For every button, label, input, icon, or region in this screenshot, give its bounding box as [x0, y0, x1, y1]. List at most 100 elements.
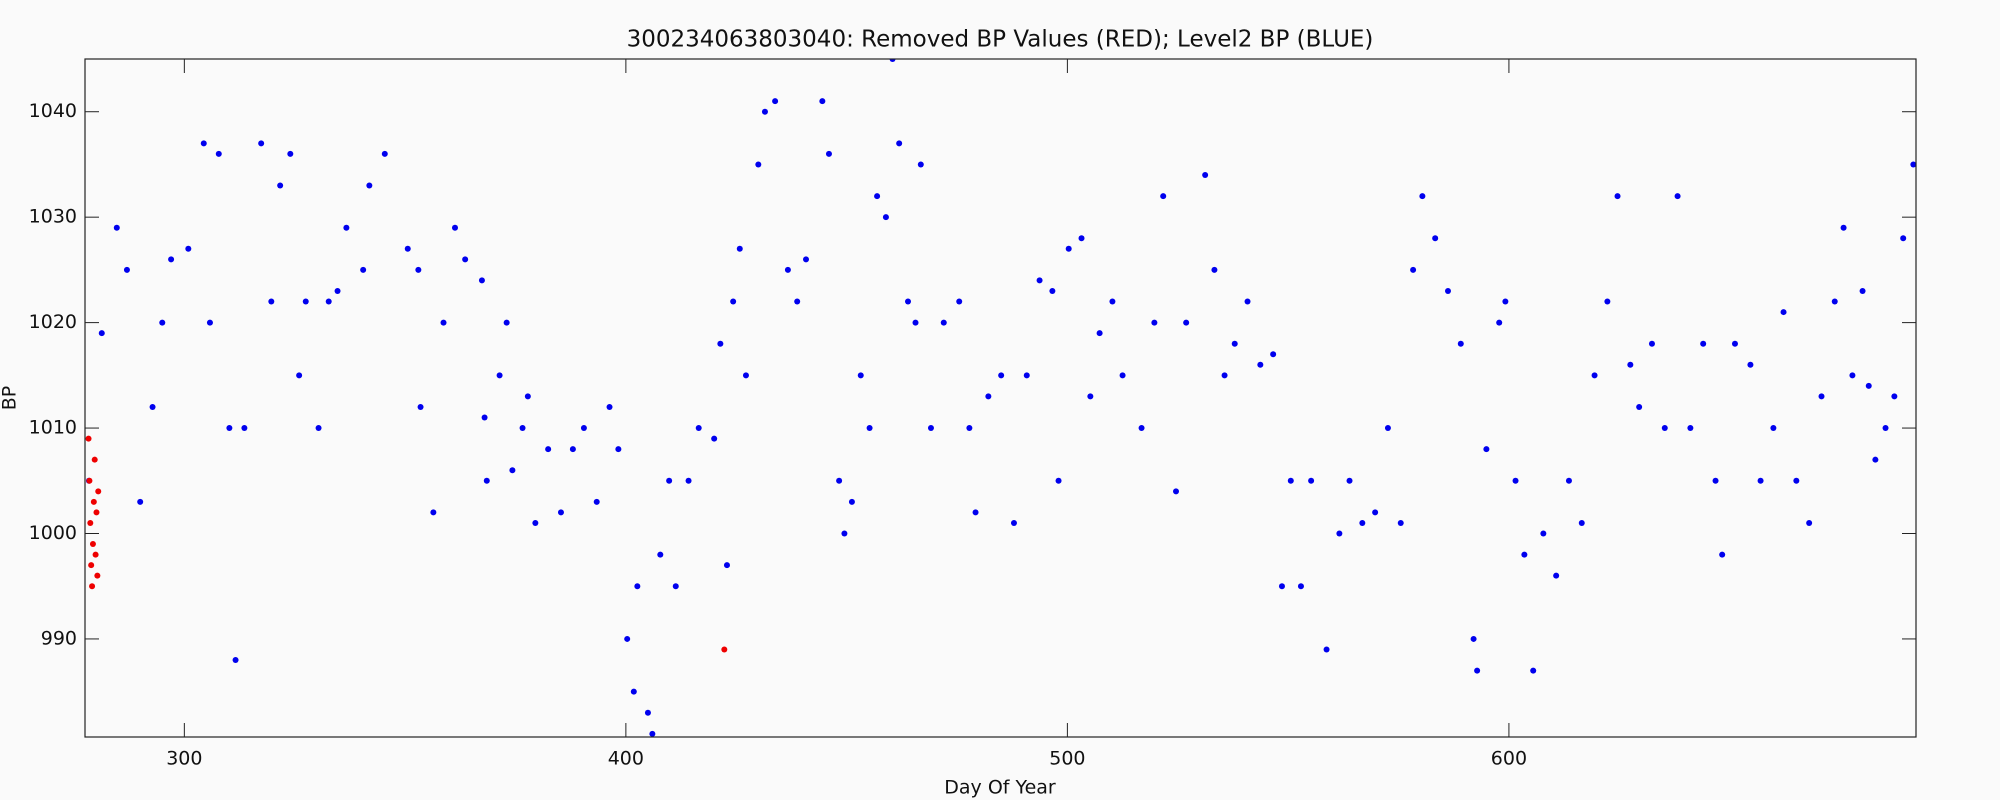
data-point: [366, 182, 373, 189]
data-point: [1231, 340, 1238, 347]
data-point: [912, 319, 919, 326]
plot-area: [85, 59, 1916, 737]
data-point: [1183, 319, 1190, 326]
data-point: [1747, 361, 1754, 368]
data-point: [649, 730, 656, 737]
data-point: [695, 425, 702, 432]
data-point: [1119, 372, 1126, 379]
data-point: [1565, 477, 1572, 484]
data-point: [1591, 372, 1598, 379]
data-point: [1078, 235, 1085, 242]
data-point: [1278, 583, 1285, 590]
data-point: [1627, 361, 1634, 368]
data-point: [1840, 224, 1847, 231]
data-point: [985, 393, 992, 400]
data-point: [545, 446, 552, 453]
data-point: [657, 551, 664, 558]
data-point: [1036, 277, 1043, 284]
data-point: [440, 319, 447, 326]
data-point: [325, 298, 332, 305]
data-point: [532, 519, 539, 526]
plot-frame: [84, 58, 1917, 738]
data-point: [1770, 425, 1777, 432]
data-point: [1831, 298, 1838, 305]
data-point: [137, 498, 144, 505]
data-point: [1470, 635, 1477, 642]
data-point: [1055, 477, 1062, 484]
data-point: [1173, 488, 1180, 495]
data-point: [509, 467, 516, 474]
data-point: [672, 583, 679, 590]
chart-title: 300234063803040: Removed BP Values (RED)…: [627, 27, 1374, 53]
data-point: [430, 509, 437, 516]
data-point: [94, 572, 101, 579]
data-point: [772, 98, 779, 105]
data-point: [302, 298, 309, 305]
data-point: [1865, 382, 1872, 389]
data-point: [1457, 340, 1464, 347]
data-point: [232, 657, 239, 664]
data-point: [1502, 298, 1509, 305]
data-point: [1474, 667, 1481, 674]
data-point: [415, 266, 422, 273]
data-point: [1270, 351, 1277, 358]
data-point: [93, 509, 100, 516]
data-point: [1872, 456, 1879, 463]
data-point: [95, 488, 102, 495]
data-point: [685, 477, 692, 484]
y-axis-label: BP: [0, 386, 21, 411]
data-point: [149, 403, 156, 410]
data-point: [896, 140, 903, 147]
x-tick-label: 300: [166, 748, 202, 770]
data-point: [519, 425, 526, 432]
data-point: [1521, 551, 1528, 558]
data-point: [624, 635, 631, 642]
data-point: [1419, 193, 1426, 200]
data-point: [200, 140, 207, 147]
data-point: [1138, 425, 1145, 432]
data-point: [1359, 519, 1366, 526]
data-point: [1023, 372, 1030, 379]
data-point: [1553, 572, 1560, 579]
data-point: [917, 161, 924, 168]
y-tick-label: 1010: [29, 417, 77, 439]
data-point: [905, 298, 912, 305]
data-point: [1372, 509, 1379, 516]
data-point: [819, 98, 826, 105]
data-point: [1160, 193, 1167, 200]
data-point: [1010, 519, 1017, 526]
data-point: [503, 319, 510, 326]
data-point: [1882, 425, 1889, 432]
data-point: [1049, 287, 1056, 294]
data-point: [723, 562, 730, 569]
data-point: [1757, 477, 1764, 484]
data-point: [496, 372, 503, 379]
data-point: [343, 224, 350, 231]
data-point: [1496, 319, 1503, 326]
data-point: [825, 150, 832, 157]
data-point: [98, 330, 105, 337]
data-point: [927, 425, 934, 432]
data-point: [755, 161, 762, 168]
data-point: [615, 446, 622, 453]
data-point: [1604, 298, 1611, 305]
data-point: [87, 519, 94, 526]
data-point: [417, 403, 424, 410]
data-point: [1700, 340, 1707, 347]
data-point: [1818, 393, 1825, 400]
data-point: [381, 150, 388, 157]
data-point: [451, 224, 458, 231]
data-point: [1096, 330, 1103, 337]
data-point: [1287, 477, 1294, 484]
data-point: [1614, 193, 1621, 200]
data-point: [1323, 646, 1330, 653]
data-point: [1346, 477, 1353, 484]
y-tick-label: 990: [41, 627, 77, 649]
data-point: [1540, 530, 1547, 537]
data-point: [1891, 393, 1898, 400]
data-point: [730, 298, 737, 305]
data-point: [159, 319, 166, 326]
data-point: [277, 182, 284, 189]
data-point: [1410, 266, 1417, 273]
